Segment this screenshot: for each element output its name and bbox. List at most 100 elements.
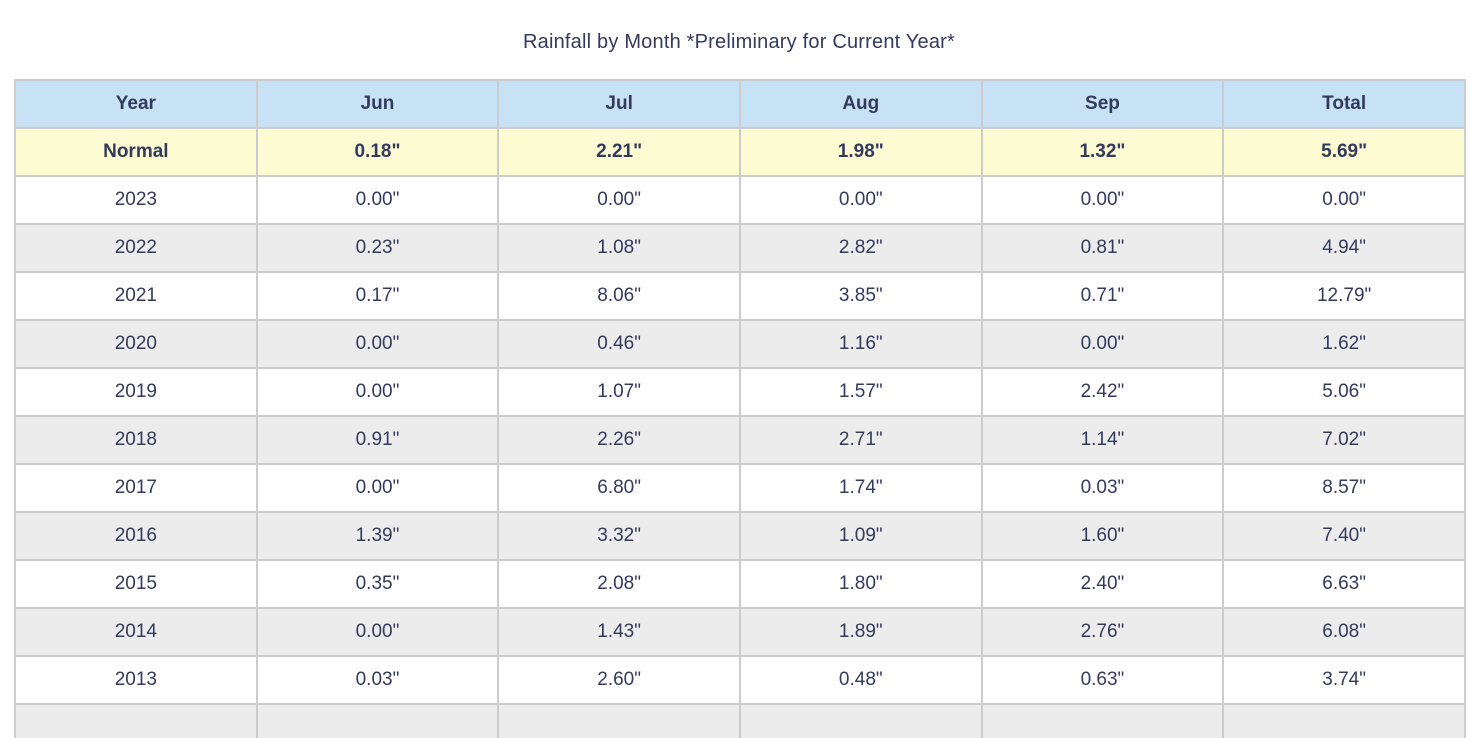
value-cell: 2.21" [497,127,741,177]
value-cell: 7.02" [1222,415,1466,465]
value-cell: 1.43" [497,607,741,657]
value-cell [255,703,500,738]
value-cell: 2.71" [738,415,983,465]
row-label-cell: 2022 [14,223,258,273]
value-cell: 0.35" [255,559,500,609]
value-cell: 2.76" [980,607,1225,657]
value-cell: 2.42" [980,367,1225,417]
value-cell: 5.69" [1222,127,1466,177]
rainfall-table: Year Jun Jul Aug Sep Total Normal 0.18" 2.21" 1.… [14,79,1466,738]
value-cell: 6.08" [1222,607,1466,657]
table-row: 2018 0.91" 2.26" 2.71" 1.14" 7.02" [14,415,1466,465]
value-cell: 3.32" [497,511,741,561]
value-cell: 0.00" [497,175,741,225]
row-label-cell: 2018 [14,415,258,465]
row-label-cell: 2020 [14,319,258,369]
value-cell: 4.94" [1222,223,1466,273]
value-cell: 12.79" [1222,271,1466,321]
table-row: 2022 0.23" 1.08" 2.82" 0.81" 4.94" [14,223,1466,273]
value-cell [980,703,1225,738]
table-row: 2020 0.00" 0.46" 1.16" 0.00" 1.62" [14,319,1466,369]
column-header-total: Total [1222,79,1466,129]
row-label-cell: 2015 [14,559,258,609]
column-header-jul: Jul [497,79,741,129]
row-label-cell: 2014 [14,607,258,657]
value-cell: 8.06" [497,271,741,321]
row-label-cell: 2017 [14,463,258,513]
row-label-cell: 2019 [14,367,258,417]
value-cell: 0.18" [255,127,500,177]
value-cell: 0.91" [255,415,500,465]
value-cell: 0.63" [980,655,1225,705]
page-title: Rainfall by Month *Preliminary for Curre… [522,31,955,53]
value-cell: 0.23" [255,223,500,273]
table-row: 2014 0.00" 1.43" 1.89" 2.76" 6.08" [14,607,1466,657]
value-cell: 1.14" [980,415,1225,465]
value-cell: 2.40" [980,559,1225,609]
row-label-cell: Normal [14,127,258,177]
column-header-aug: Aug [738,79,983,129]
value-cell: 1.09" [738,511,983,561]
table-row: 2016 1.39" 3.32" 1.09" 1.60" 7.40" [14,511,1466,561]
value-cell: 2.08" [497,559,741,609]
row-label-cell: 2021 [14,271,258,321]
table-row: 2021 0.17" 8.06" 3.85" 0.71" 12.79" [14,271,1466,321]
value-cell: 1.57" [738,367,983,417]
value-cell: 0.00" [255,367,500,417]
value-cell: 1.39" [255,511,500,561]
row-label-cell: 2023 [14,175,258,225]
value-cell: 0.00" [255,175,500,225]
value-cell: 1.89" [738,607,983,657]
value-cell: 0.03" [255,655,500,705]
value-cell: 6.63" [1222,559,1466,609]
column-header-sep: Sep [980,79,1225,129]
value-cell: 0.00" [1222,175,1466,225]
table-row [14,703,1466,738]
table-row: 2019 0.00" 1.07" 1.57" 2.42" 5.06" [14,367,1466,417]
table-body: Normal 0.18" 2.21" 1.98" 1.32" 5.69" 2023 0.00"… [14,127,1466,738]
table-row: 2023 0.00" 0.00" 0.00" 0.00" 0.00" [14,175,1466,225]
row-label-cell [14,703,258,738]
column-header-year: Year [14,79,258,129]
value-cell: 8.57" [1222,463,1466,513]
value-cell: 0.03" [980,463,1225,513]
value-cell: 0.00" [738,175,983,225]
value-cell: 0.00" [980,175,1225,225]
value-cell: 1.98" [738,127,983,177]
value-cell: 0.48" [738,655,983,705]
column-header-jun: Jun [255,79,500,129]
value-cell [738,703,983,738]
table-row: 2013 0.03" 2.60" 0.48" 0.63" 3.74" [14,655,1466,705]
value-cell: 5.06" [1222,367,1466,417]
table-header: Year Jun Jul Aug Sep Total [14,79,1466,129]
value-cell: 0.17" [255,271,500,321]
value-cell: 1.62" [1222,319,1466,369]
value-cell: 0.81" [980,223,1225,273]
header-row: Year Jun Jul Aug Sep Total [14,79,1466,129]
value-cell: 7.40" [1222,511,1466,561]
row-label-cell: 2013 [14,655,258,705]
value-cell: 3.74" [1222,655,1466,705]
value-cell: 6.80" [497,463,741,513]
value-cell: 2.26" [497,415,741,465]
value-cell [1222,703,1466,738]
value-cell: 1.80" [738,559,983,609]
value-cell: 0.00" [255,463,500,513]
value-cell: 2.60" [497,655,741,705]
value-cell: 1.74" [738,463,983,513]
value-cell: 2.82" [738,223,983,273]
value-cell: 0.00" [255,319,500,369]
value-cell: 0.00" [980,319,1225,369]
row-label-cell: 2016 [14,511,258,561]
value-cell [497,703,741,738]
value-cell: 0.00" [255,607,500,657]
value-cell: 1.16" [738,319,983,369]
value-cell: 1.07" [497,367,741,417]
value-cell: 1.32" [980,127,1225,177]
value-cell: 1.08" [497,223,741,273]
value-cell: 0.71" [980,271,1225,321]
value-cell: 1.60" [980,511,1225,561]
table-row: 2015 0.35" 2.08" 1.80" 2.40" 6.63" [14,559,1466,609]
normal-row: Normal 0.18" 2.21" 1.98" 1.32" 5.69" [14,127,1466,177]
table-row: 2017 0.00" 6.80" 1.74" 0.03" 8.57" [14,463,1466,513]
